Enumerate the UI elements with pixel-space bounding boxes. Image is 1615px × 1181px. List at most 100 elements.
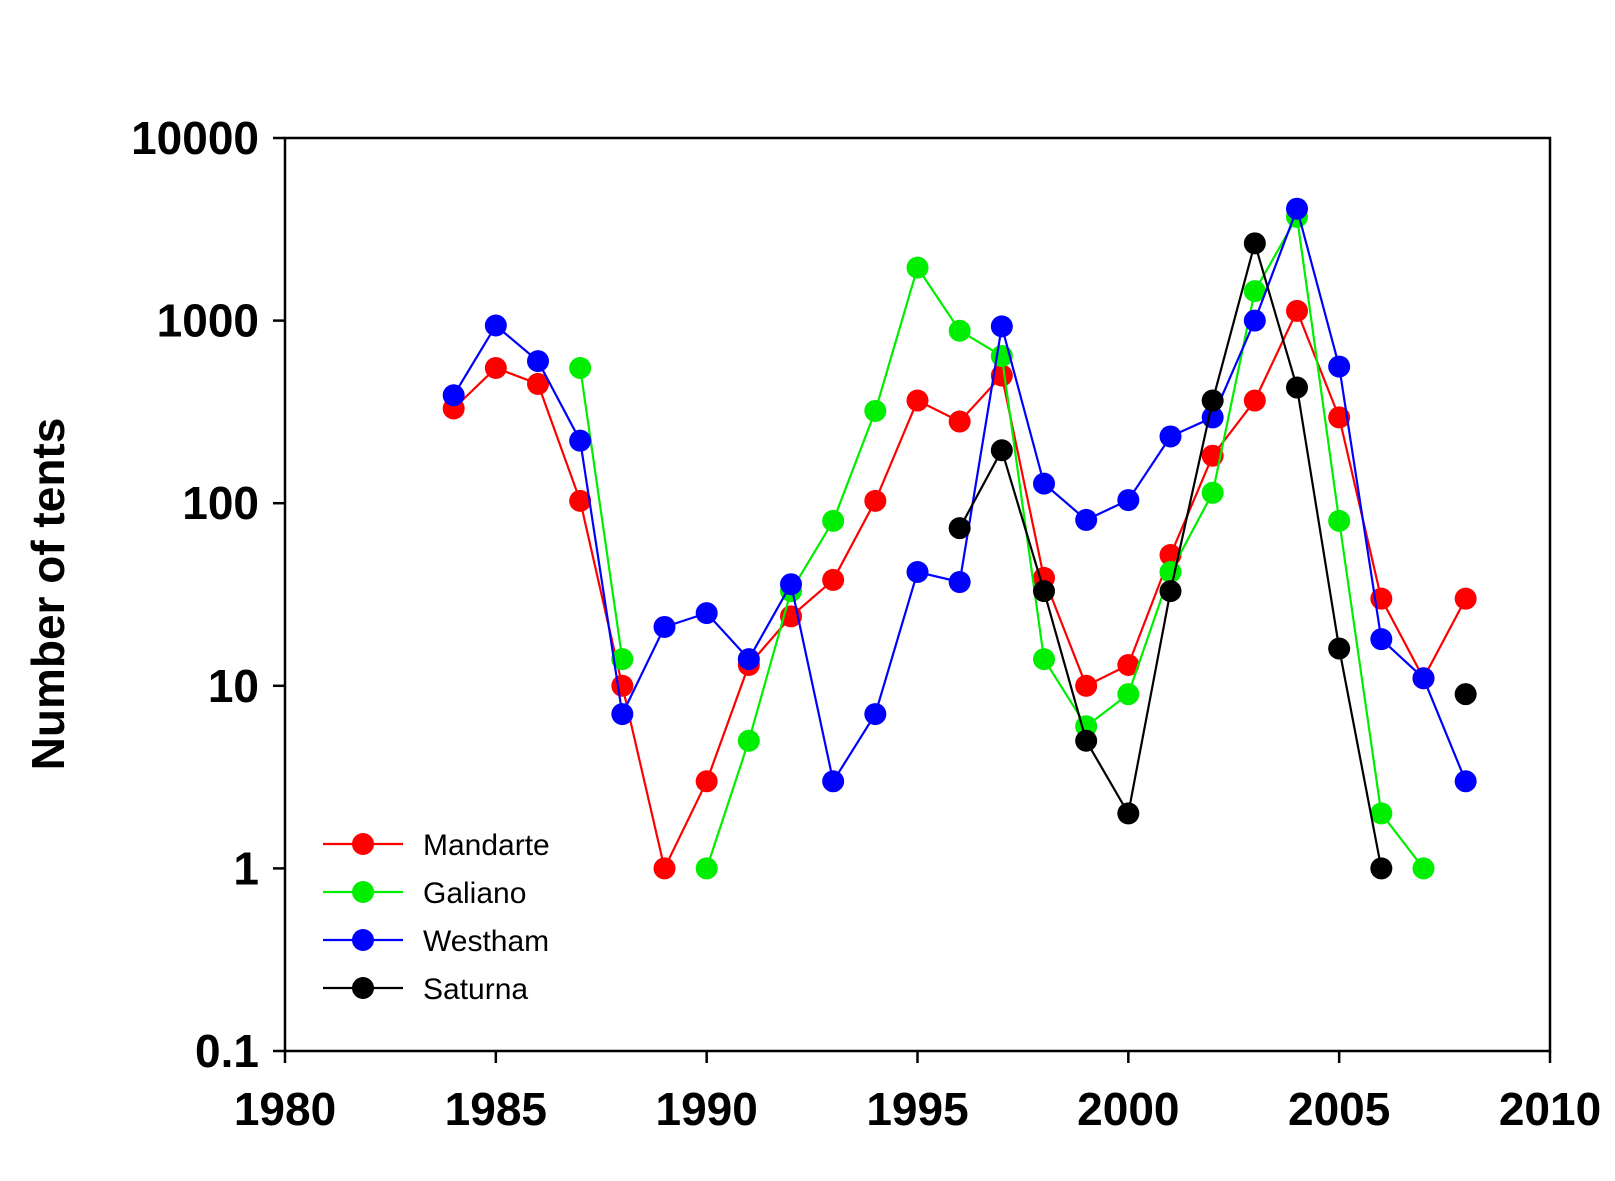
data-point-mandarte bbox=[1201, 444, 1224, 467]
data-point-saturna bbox=[1033, 580, 1055, 603]
data-point-westham bbox=[948, 571, 971, 594]
data-point-westham bbox=[1328, 355, 1351, 378]
data-point-westham bbox=[484, 314, 507, 337]
data-point-galiano bbox=[1243, 280, 1266, 303]
data-point-saturna bbox=[1370, 857, 1393, 880]
data-point-westham bbox=[1159, 425, 1182, 448]
y-tick-label: 1000 bbox=[157, 295, 259, 347]
legend-label: Saturna bbox=[423, 973, 528, 1006]
series-galiano bbox=[569, 205, 1435, 880]
legend-item-saturna: Saturna bbox=[323, 973, 528, 1006]
series-layer bbox=[442, 197, 1477, 880]
data-point-mandarte bbox=[1117, 653, 1140, 676]
data-point-mandarte bbox=[1075, 674, 1098, 697]
data-point-mandarte bbox=[948, 410, 971, 433]
y-tick-label: 0.1 bbox=[195, 1025, 259, 1077]
data-point-westham bbox=[1075, 508, 1098, 531]
data-point-galiano bbox=[822, 509, 845, 532]
data-point-mandarte bbox=[864, 489, 887, 512]
data-point-mandarte bbox=[906, 389, 929, 412]
x-tick-label: 1995 bbox=[866, 1083, 968, 1135]
legend-label: Westham bbox=[423, 925, 549, 958]
data-point-westham bbox=[1117, 489, 1140, 512]
data-point-galiano bbox=[906, 256, 929, 279]
data-point-galiano bbox=[864, 399, 887, 422]
data-point-galiano bbox=[1412, 857, 1435, 880]
data-point-galiano bbox=[695, 857, 718, 880]
data-point-westham bbox=[653, 615, 676, 638]
x-tick-label: 1990 bbox=[655, 1083, 757, 1135]
data-point-mandarte bbox=[1286, 299, 1308, 322]
data-point-saturna bbox=[1328, 637, 1351, 660]
y-tick-label: 1 bbox=[233, 842, 259, 894]
data-point-saturna bbox=[948, 517, 971, 540]
y-axis-title: Number of tents bbox=[22, 418, 74, 771]
x-tick-label: 2000 bbox=[1077, 1083, 1179, 1135]
legend-marker bbox=[352, 833, 374, 855]
data-point-westham bbox=[695, 602, 718, 625]
legend-item-westham: Westham bbox=[323, 925, 549, 958]
data-point-saturna bbox=[1117, 802, 1140, 825]
legend-marker bbox=[352, 977, 374, 999]
data-point-galiano bbox=[1117, 683, 1140, 706]
legend-marker bbox=[352, 929, 374, 951]
data-point-galiano bbox=[1328, 509, 1351, 532]
x-axis: 1980 1985 1990 1995 2000 2005 2010 bbox=[234, 1051, 1601, 1135]
x-tick-label: 1980 bbox=[234, 1083, 336, 1135]
series-line-galiano bbox=[705, 213, 1425, 870]
y-tick-label: 10000 bbox=[131, 112, 259, 164]
x-tick-label: 2010 bbox=[1499, 1083, 1601, 1135]
legend-marker bbox=[352, 881, 374, 903]
legend: Mandarte Galiano Westham Saturna bbox=[323, 829, 550, 1006]
data-point-westham bbox=[1412, 667, 1435, 690]
data-point-galiano bbox=[1033, 648, 1055, 671]
data-point-saturna bbox=[990, 439, 1013, 462]
data-point-mandarte bbox=[822, 568, 845, 591]
series-westham bbox=[442, 197, 1477, 793]
series-mandarte bbox=[442, 299, 1477, 880]
data-point-mandarte bbox=[569, 489, 592, 512]
data-point-westham bbox=[569, 429, 592, 452]
data-point-galiano bbox=[1370, 802, 1393, 825]
data-point-galiano bbox=[948, 319, 971, 342]
data-point-westham bbox=[1454, 770, 1477, 793]
legend-label: Mandarte bbox=[423, 829, 550, 862]
data-point-mandarte bbox=[990, 364, 1013, 387]
data-point-galiano bbox=[569, 357, 592, 380]
data-point-saturna bbox=[1243, 232, 1266, 255]
data-point-westham bbox=[1370, 628, 1393, 651]
data-point-mandarte bbox=[484, 357, 507, 380]
data-point-saturna bbox=[1201, 389, 1224, 412]
series-line-galiano bbox=[579, 367, 624, 660]
data-point-westham bbox=[990, 315, 1013, 338]
data-point-saturna bbox=[1286, 376, 1308, 399]
y-tick-label: 100 bbox=[182, 477, 259, 529]
data-point-westham bbox=[737, 648, 760, 671]
data-point-westham bbox=[822, 770, 845, 793]
y-axis: 0.1 1 10 100 1000 10000 bbox=[131, 112, 285, 1077]
data-point-mandarte bbox=[527, 372, 549, 395]
y-tick-label: 10 bbox=[208, 660, 259, 712]
data-point-westham bbox=[527, 350, 549, 373]
data-point-westham bbox=[611, 703, 634, 726]
data-point-galiano bbox=[611, 648, 634, 671]
data-point-westham bbox=[906, 560, 929, 583]
data-point-mandarte bbox=[1243, 389, 1266, 412]
data-point-galiano bbox=[1201, 481, 1224, 504]
data-point-westham bbox=[442, 384, 465, 407]
data-point-westham bbox=[1243, 309, 1266, 332]
data-point-galiano bbox=[737, 729, 760, 752]
data-point-mandarte bbox=[653, 857, 676, 880]
data-point-saturna bbox=[1075, 729, 1098, 752]
data-point-saturna bbox=[1454, 683, 1477, 706]
data-point-mandarte bbox=[611, 674, 634, 697]
legend-item-galiano: Galiano bbox=[323, 877, 526, 910]
legend-item-mandarte: Mandarte bbox=[323, 829, 550, 862]
x-tick-label: 2005 bbox=[1288, 1083, 1390, 1135]
data-point-westham bbox=[1286, 197, 1308, 220]
data-point-saturna bbox=[1159, 580, 1182, 603]
data-point-westham bbox=[1033, 472, 1055, 495]
data-point-mandarte bbox=[1454, 587, 1477, 610]
legend-label: Galiano bbox=[423, 877, 526, 910]
